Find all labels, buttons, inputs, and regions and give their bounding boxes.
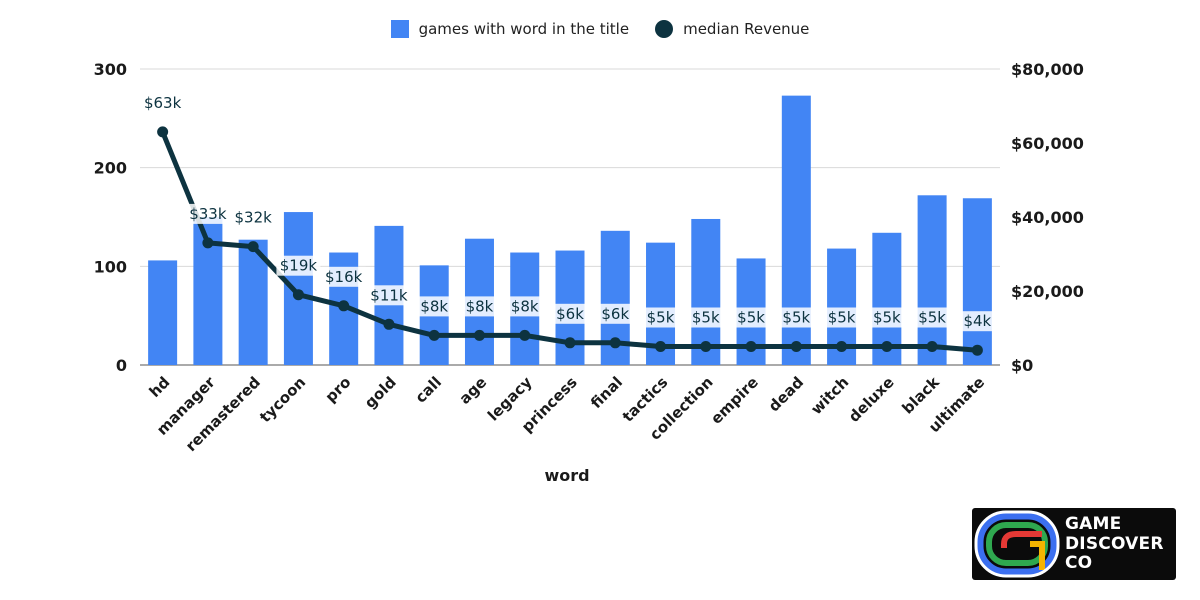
data-label-bg [502, 296, 547, 317]
data-label-bg [729, 307, 774, 328]
legend-swatch-bar [390, 20, 409, 38]
data-label: $16k [325, 268, 363, 286]
y-right-tick-label: $80,000 [1011, 60, 1084, 79]
data-label-bg [231, 207, 276, 228]
legend-item-games[interactable]: games with word in the title [390, 20, 630, 38]
revenue-point [519, 329, 531, 341]
data-label: $5k [828, 309, 856, 327]
data-label-bg [864, 307, 909, 328]
data-label: $8k [420, 297, 448, 315]
data-label-bg [548, 303, 592, 324]
y-right-tick-label: $60,000 [1011, 134, 1084, 153]
y-left-tick-label: 0 [116, 356, 127, 375]
revenue-point [428, 329, 440, 341]
y-left-tick-label: 100 [94, 257, 127, 276]
x-tick-label: call [412, 373, 445, 406]
bar [691, 218, 721, 365]
revenue-point [157, 126, 169, 138]
x-tick-label: age [456, 373, 491, 408]
data-label-bg [774, 307, 819, 328]
revenue-point [292, 289, 304, 301]
x-tick-label: pro [322, 373, 355, 406]
x-tick-label: dead [765, 373, 807, 415]
data-label-bg [955, 311, 1000, 332]
data-label-bg [140, 92, 185, 113]
legend-swatch-dot [655, 20, 674, 38]
legend-label-revenue: median Revenue [683, 20, 810, 38]
revenue-point [338, 300, 350, 312]
logo-line-1: GAME [1065, 514, 1122, 534]
bar [283, 212, 313, 365]
data-label-bg [819, 307, 864, 328]
bar [917, 195, 947, 365]
data-label: $5k [782, 309, 810, 327]
legend: games with word in the title median Reve… [0, 16, 1200, 42]
x-tick-label: tycoon [256, 373, 309, 426]
data-label: $5k [692, 309, 720, 327]
y-left-tick-label: 200 [94, 159, 127, 178]
data-label-bg [321, 266, 366, 287]
data-label-bg [593, 303, 638, 324]
revenue-point [926, 341, 938, 352]
y-left-tick-label: 300 [94, 60, 127, 79]
data-label: $8k [511, 297, 539, 315]
y-right-tick-label: $40,000 [1011, 208, 1084, 227]
data-label-bg [366, 285, 411, 306]
data-label: $33k [189, 205, 227, 223]
data-label: $5k [737, 309, 765, 327]
data-label-bg [276, 255, 321, 276]
data-label: $4k [963, 312, 991, 330]
revenue-point [564, 337, 576, 349]
data-label: $32k [234, 209, 272, 227]
data-label: $19k [280, 257, 318, 275]
data-label: $8k [466, 297, 494, 315]
data-label-bg [683, 307, 728, 328]
y-right-tick-label: $0 [1011, 356, 1033, 375]
data-label-bg [185, 203, 230, 224]
bar [962, 198, 992, 365]
x-axis-title: word [544, 466, 589, 485]
logo-text: GAME DISCOVER CO [1065, 514, 1164, 574]
revenue-point [836, 341, 848, 352]
x-tick-label: hd [146, 373, 174, 401]
data-label: $5k [873, 309, 901, 327]
revenue-point [700, 341, 712, 352]
gamediscoverco-logo: GAME DISCOVER CO [972, 508, 1176, 580]
x-tick-label: gold [361, 373, 400, 412]
logo-line-2: DISCOVER [1065, 533, 1164, 554]
data-label-bg [457, 296, 502, 317]
x-tick-label: empire [707, 373, 762, 428]
y-right-tick-label: $20,000 [1011, 282, 1084, 301]
logo-mark-icon [974, 510, 1060, 578]
x-tick-label: final [587, 373, 626, 412]
legend-item-revenue[interactable]: median Revenue [655, 20, 809, 38]
data-label: $11k [370, 286, 408, 304]
data-label: $5k [918, 309, 946, 327]
revenue-point [383, 318, 395, 330]
data-label: $5k [647, 309, 675, 327]
data-label: $6k [601, 305, 629, 323]
revenue-point [609, 337, 621, 349]
revenue-point [473, 329, 485, 341]
legend-label-games: games with word in the title [418, 20, 630, 38]
data-label: $63k [144, 94, 182, 112]
x-tick-label: deluxe [845, 373, 898, 426]
revenue-point [881, 341, 893, 352]
data-label-bg [638, 307, 683, 328]
data-label: $6k [556, 305, 584, 323]
logo-line-3: CO [1065, 553, 1093, 573]
revenue-point [247, 241, 259, 253]
data-label-bg [910, 307, 955, 328]
revenue-point [745, 341, 757, 352]
revenue-point [790, 341, 802, 352]
data-label-bg [412, 296, 457, 317]
revenue-point [202, 237, 214, 249]
revenue-point [655, 341, 667, 352]
bar [238, 239, 268, 365]
bar [148, 260, 178, 365]
revenue-point [971, 344, 983, 356]
